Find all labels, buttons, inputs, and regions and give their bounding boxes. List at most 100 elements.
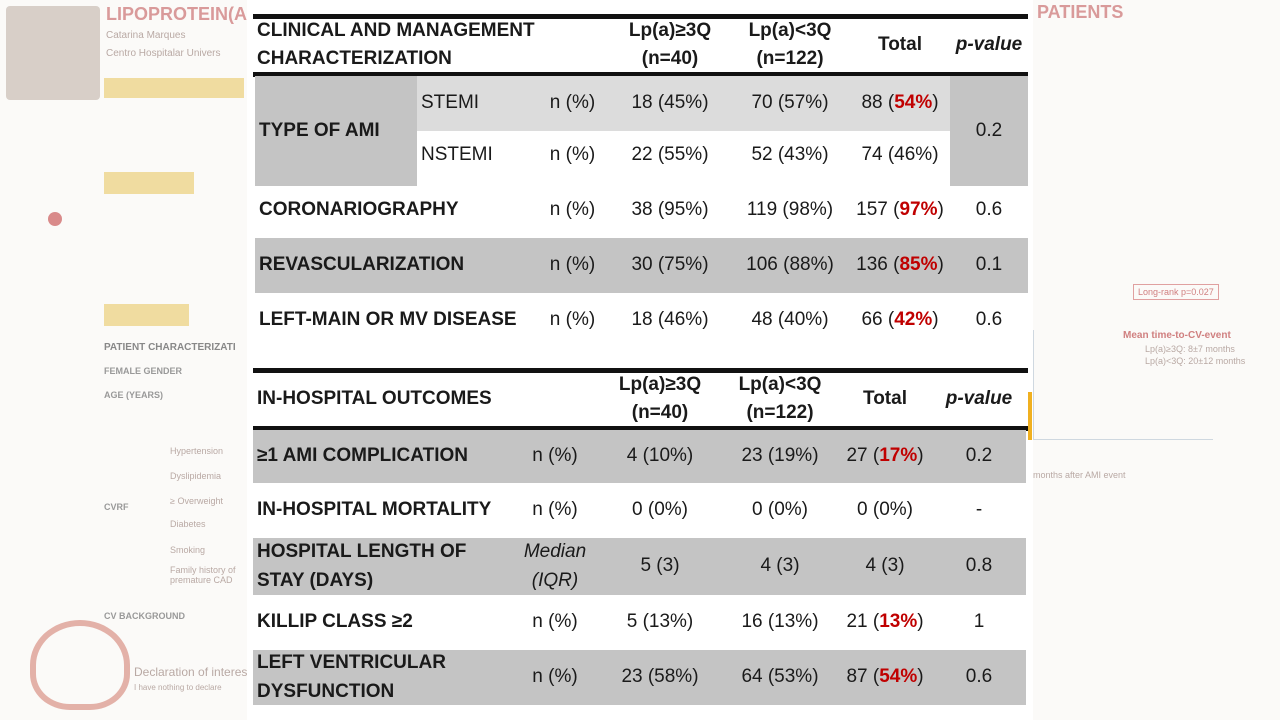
table-rule [253, 426, 1028, 431]
poster-text: Lp(a)<3Q: 20±12 months [1145, 356, 1246, 366]
poster-text: I have nothing to declare [134, 683, 222, 692]
unit-cell: n (%) [549, 309, 596, 331]
unit-cell: n (%) [535, 238, 610, 293]
text: ) [917, 445, 924, 467]
value-cell: 4 (3) [760, 555, 800, 577]
highlight: 13% [879, 611, 918, 633]
value-cell: 0 (0%) [632, 499, 688, 521]
poster-text: AGE (YEARS) [104, 390, 164, 400]
text: 157 ( [856, 199, 900, 221]
poster-text: Smoking [170, 545, 206, 555]
poster-text: Declaration of interest: [134, 665, 255, 679]
km-plot [1033, 330, 1213, 440]
poster-text: Lp(a)≥3Q: 8±7 months [1145, 344, 1235, 354]
highlight: 42% [894, 309, 933, 331]
poster-text: Catarina Marques [106, 30, 186, 41]
table-rule [253, 368, 1028, 373]
p-value-cell: 0.8 [965, 555, 993, 577]
text: ) [932, 92, 939, 114]
row-label: HOSPITAL LENGTH OF STAY (DAYS) [257, 541, 467, 591]
text: ) [917, 611, 924, 633]
row-band [253, 650, 1026, 705]
poster-text: CV BACKGROUND [104, 611, 185, 621]
text: ) [937, 199, 944, 221]
value-cell: 27 (17%) [840, 430, 930, 483]
heart-logo [30, 620, 130, 710]
highlight: 54% [894, 92, 933, 114]
value-cell: 21 (13%) [840, 595, 930, 650]
unit-cell: n (%) [549, 144, 596, 166]
p-value-cell: 0.6 [975, 199, 1003, 221]
highlight: 85% [899, 254, 938, 276]
header-cell: Lp(a)<3Q (n=122) [738, 373, 822, 424]
text: ) [937, 254, 944, 276]
value-cell: 18 (45%) [610, 76, 730, 131]
p-value-cell: 0.2 [950, 76, 1028, 186]
value-cell: 52 (43%) [751, 144, 829, 166]
header-cell: Lp(a)≥3Q (n=40) [628, 19, 712, 70]
row-label: CORONARIOGRAPHY [259, 199, 459, 221]
highlight: 97% [899, 199, 938, 221]
value-cell: 38 (95%) [631, 199, 709, 221]
value-cell: 5 (3) [640, 555, 680, 577]
header-cell: Total [878, 33, 922, 55]
value-cell: 30 (75%) [610, 238, 730, 293]
poster-text: Hypertension [170, 446, 224, 456]
p-value-cell: - [975, 499, 983, 521]
poster-text: months after AMI event [1033, 470, 1126, 480]
poster-text: Diabetes [170, 519, 206, 529]
poster-text: FEMALE GENDER [104, 366, 183, 376]
value-cell: 23 (58%) [621, 666, 699, 688]
timeline-dot [48, 212, 62, 226]
value-cell: 119 (98%) [746, 199, 834, 221]
unit-cell: Median (IQR) [523, 541, 587, 591]
p-value-cell: 1 [973, 611, 985, 633]
header-cell: p-value [945, 387, 1013, 409]
table-rule [253, 72, 1028, 77]
row-sublabel: NSTEMI [421, 144, 493, 166]
value-cell: 88 (54%) [850, 76, 950, 131]
poster-text: Dyslipidemia [170, 471, 222, 481]
row-label: ≥1 AMI COMPLICATION [257, 445, 468, 467]
text: ) [932, 309, 939, 331]
row-label: REVASCULARIZATION [259, 254, 465, 276]
poster-text: LIPOPROTEIN(A [106, 4, 248, 24]
poster-text: CVRF [104, 502, 129, 512]
value-cell: 0 (0%) [857, 499, 913, 521]
text: 88 ( [861, 92, 895, 114]
poster-right: PATIENTS Long-rank p=0.027 Mean time-to-CV… [1033, 0, 1280, 720]
row-label: LEFT-MAIN OR MV DISEASE [259, 309, 517, 331]
value-cell: 22 (55%) [631, 144, 709, 166]
value-cell: 4 (10%) [626, 445, 694, 467]
value-cell: 74 (46%) [861, 144, 939, 166]
header-cell: Total [863, 387, 907, 409]
row-label: TYPE OF AMI [255, 76, 417, 186]
unit-cell: n (%) [535, 76, 610, 131]
value-cell: 70 (57%) [730, 76, 850, 131]
header-cell: Lp(a)≥3Q (n=40) [618, 373, 702, 424]
value-cell: 0 (0%) [752, 499, 808, 521]
row-label: LEFT VENTRICULAR DYSFUNCTION [257, 652, 446, 702]
section-band [104, 304, 189, 326]
unit-cell: n (%) [549, 199, 596, 221]
poster-text: Centro Hospitalar Univers [106, 48, 221, 59]
text: ) [917, 666, 924, 688]
poster-text: Mean time-to-CV-event [1123, 330, 1231, 341]
unit-cell: n (%) [532, 666, 578, 688]
table-rule [253, 14, 1028, 19]
p-value-cell: 0.6 [975, 309, 1003, 331]
section-band [104, 78, 244, 98]
value-cell: 4 (3) [865, 555, 905, 577]
unit-cell: n (%) [532, 445, 578, 467]
text: 21 ( [846, 611, 880, 633]
header-cell: p-value [955, 33, 1023, 55]
value-cell: 18 (46%) [631, 309, 709, 331]
unit-cell: n (%) [532, 499, 578, 521]
value-cell: 48 (40%) [751, 309, 829, 331]
value-cell: 136 (85%) [850, 238, 950, 293]
poster-text: PATIENT CHARACTERIZATI [104, 342, 236, 353]
text: 27 ( [846, 445, 880, 467]
poster-text: PATIENTS [1037, 2, 1124, 22]
p-value-cell: 0.6 [965, 666, 993, 688]
